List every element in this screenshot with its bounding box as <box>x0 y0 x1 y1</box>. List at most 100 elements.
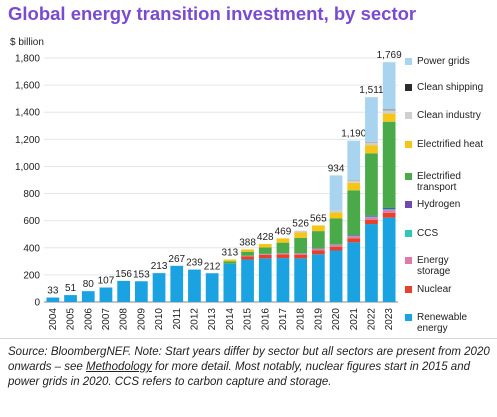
bar-total-label: 565 <box>310 213 327 224</box>
bar-segment-hydrogen <box>382 207 396 210</box>
bar-segment-renewable-energy <box>329 250 343 302</box>
methodology-link[interactable]: Methodology <box>86 361 152 373</box>
bar-segment-electrified-transport <box>276 242 290 254</box>
x-tick-label: 2012 <box>189 308 200 331</box>
bar-segment-clean-industry <box>347 180 361 183</box>
bar-total-label: 267 <box>168 254 185 265</box>
x-tick-label: 2005 <box>66 308 77 331</box>
bar-total-label: 156 <box>115 269 132 280</box>
bar-segment-energy-storage <box>294 253 308 255</box>
bar-segment-electrified-transport <box>294 237 308 254</box>
y-tick-label: 1,200 <box>15 135 40 146</box>
bar-segment-power-grids <box>329 175 343 211</box>
bar-segment-ccs <box>382 209 396 211</box>
bar-segment-electrified-heat <box>276 238 290 243</box>
x-tick-label: 2010 <box>154 308 165 331</box>
bar-segment-energy-storage <box>241 255 254 257</box>
bar-segment-electrified-heat <box>382 113 396 122</box>
bar-segment-electrified-transport <box>365 153 378 216</box>
bar-segment-renewable-energy <box>170 265 184 302</box>
bar-segment-renewable-energy <box>258 258 272 302</box>
bar-segment-nuclear <box>347 238 361 243</box>
x-tick-label: 2020 <box>331 308 342 331</box>
bar-segment-renewable-energy <box>276 258 290 302</box>
source-note: Source: BloombergNEF. Note: Start years … <box>8 345 493 390</box>
bar-segment-renewable-energy <box>241 259 254 302</box>
legend-label-electrified-transport: Electrified transport <box>417 171 461 193</box>
source-note-text-continued: for more detail. Most notably, nuclear f… <box>8 361 470 388</box>
y-tick-label: 1,000 <box>15 162 40 173</box>
bar-segment-hydrogen <box>347 235 361 236</box>
bar-segment-renewable-energy <box>46 297 60 302</box>
y-axis-unit-label: $ billion <box>10 37 44 48</box>
bar-segment-renewable-energy <box>117 280 131 302</box>
bar-segment-nuclear <box>276 254 290 259</box>
bar-segment-nuclear <box>365 219 378 225</box>
legend-swatch-energy-storage <box>405 257 412 264</box>
bar-segment-renewable-energy <box>311 254 325 302</box>
bar-segment-nuclear <box>241 256 254 260</box>
legend-swatch-power-grids <box>405 58 412 65</box>
bar-segment-electrified-heat <box>294 232 308 238</box>
y-tick-label: 1,400 <box>15 108 40 119</box>
bar-total-label: 428 <box>257 232 274 243</box>
x-tick-label: 2018 <box>296 308 307 331</box>
bar-total-label: 1,190 <box>341 129 366 140</box>
bar-segment-energy-storage <box>382 210 396 213</box>
bar-segment-clean-industry <box>329 210 343 213</box>
bar-segment-electrified-transport <box>223 261 237 264</box>
bar-segment-electrified-heat <box>311 225 325 232</box>
bar-segment-nuclear <box>382 212 396 218</box>
bar-segment-power-grids <box>347 140 361 180</box>
bar-segment-nuclear <box>294 254 308 259</box>
bar-segment-renewable-energy <box>152 273 166 302</box>
bar-segment-clean-industry <box>365 142 378 146</box>
bar-total-label: 153 <box>133 269 150 280</box>
bar-total-label: 33 <box>47 286 59 297</box>
bar-total-label: 213 <box>151 261 168 272</box>
x-tick-label: 2014 <box>225 308 236 331</box>
x-tick-label: 2009 <box>136 308 147 331</box>
bar-segment-energy-storage <box>276 253 290 255</box>
legend-swatch-nuclear <box>405 286 412 293</box>
bar-segment-renewable-energy <box>64 295 77 302</box>
bar-segment-renewable-energy <box>382 217 396 302</box>
legend-label-power-grids: Power grids <box>417 56 470 67</box>
bar-segment-clean-industry <box>382 110 396 114</box>
bar-segment-renewable-energy <box>365 224 378 302</box>
bar-segment-electrified-heat <box>347 182 361 191</box>
legend-label-clean-industry: Clean industry <box>417 110 481 121</box>
bar-segment-renewable-energy <box>188 269 201 302</box>
bar-total-label: 526 <box>292 219 309 230</box>
legend-swatch-clean-shipping <box>405 84 412 91</box>
bar-segment-energy-storage <box>311 249 325 251</box>
y-tick-label: 1,800 <box>15 54 40 65</box>
bar-segment-electrified-heat <box>365 145 378 154</box>
legend-label-renewable-energy: Renewable energy <box>417 312 468 334</box>
bar-segment-nuclear <box>329 246 343 251</box>
y-tick-label: 0 <box>34 298 40 309</box>
bar-total-label: 80 <box>83 279 95 290</box>
bar-total-label: 934 <box>328 163 345 174</box>
bar-segment-electrified-transport <box>241 251 254 256</box>
bar-total-label: 469 <box>275 226 292 237</box>
x-tick-label: 2007 <box>101 308 112 331</box>
bar-segment-renewable-energy <box>294 258 308 302</box>
bar-segment-energy-storage <box>347 236 361 239</box>
x-tick-label: 2023 <box>384 308 395 331</box>
bar-segment-electrified-heat <box>258 243 272 248</box>
footer-divider <box>0 338 497 339</box>
bar-segment-electrified-transport <box>347 190 361 236</box>
bar-total-label: 313 <box>222 248 239 259</box>
bar-segment-clean-shipping <box>382 109 396 111</box>
bar-segment-renewable-energy <box>347 242 361 302</box>
legend-swatch-electrified-heat <box>405 141 412 148</box>
chart-title: Global energy transition investment, by … <box>8 3 417 24</box>
legend-swatch-renewable-energy <box>405 314 412 321</box>
y-tick-label: 800 <box>23 189 40 200</box>
bar-segment-nuclear <box>258 254 272 259</box>
bar-segment-power-grids <box>382 62 396 110</box>
bar-segment-electrified-transport <box>382 121 396 208</box>
x-tick-label: 2006 <box>83 308 94 331</box>
bar-segment-ccs <box>347 235 361 237</box>
